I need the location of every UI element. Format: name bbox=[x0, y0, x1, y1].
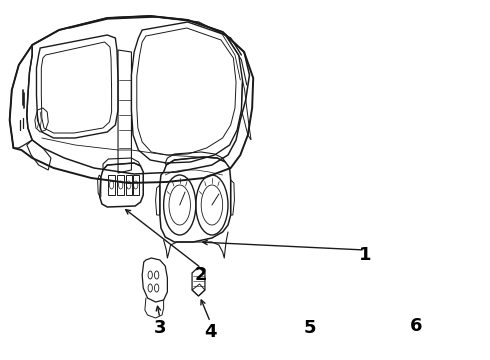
Text: 3: 3 bbox=[154, 319, 166, 337]
Text: 1: 1 bbox=[359, 246, 371, 264]
Text: 2: 2 bbox=[195, 266, 207, 284]
Text: 6: 6 bbox=[410, 317, 422, 335]
Text: 4: 4 bbox=[204, 323, 217, 341]
Text: 5: 5 bbox=[304, 319, 317, 337]
